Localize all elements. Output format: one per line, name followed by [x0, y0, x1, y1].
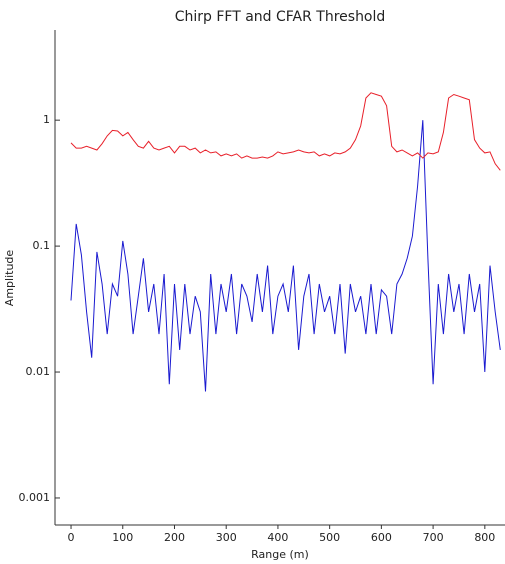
x-tick-label: 400 — [267, 531, 288, 544]
x-tick-label: 800 — [474, 531, 495, 544]
x-tick-label: 0 — [68, 531, 75, 544]
y-tick-label: 1 — [43, 113, 50, 126]
x-tick-label: 600 — [371, 531, 392, 544]
x-tick-label: 500 — [319, 531, 340, 544]
y-tick-label: 0.001 — [19, 491, 51, 504]
x-tick-label: 700 — [423, 531, 444, 544]
x-axis-label: Range (m) — [251, 548, 309, 561]
y-tick-label: 0.01 — [26, 365, 51, 378]
x-tick-label: 300 — [216, 531, 237, 544]
x-tick-label: 200 — [164, 531, 185, 544]
data-line — [70, 120, 501, 392]
y-tick-label: 0.1 — [33, 239, 51, 252]
data-line — [70, 92, 501, 171]
y-axis-label: Amplitude — [3, 250, 16, 307]
x-tick-label: 100 — [112, 531, 133, 544]
chart-title: Chirp FFT and CFAR Threshold — [175, 9, 386, 25]
